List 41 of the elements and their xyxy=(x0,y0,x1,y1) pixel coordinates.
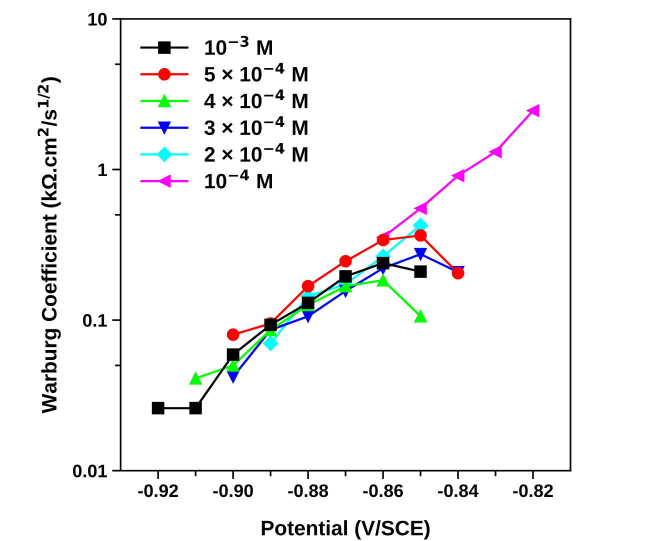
point xyxy=(189,372,202,385)
legend-label: 3 × 10$^{−4}$ M xyxy=(204,116,308,136)
x-tick-label: -0.84 xyxy=(438,484,479,498)
legend-label: 2 × 10$^{−4}$ M xyxy=(204,142,308,162)
legend-label: 5 × 10$^{−4}$ M xyxy=(204,62,308,82)
point xyxy=(376,234,390,246)
point xyxy=(302,310,314,323)
x-tick-label: -0.86 xyxy=(363,484,403,498)
point xyxy=(414,202,427,215)
legend-label: 10$^{−4}$ M xyxy=(205,170,272,188)
point xyxy=(226,348,240,361)
x-axis-title: Potential (V/SCE) xyxy=(262,520,430,540)
y-tick-label: 10 xyxy=(88,12,107,26)
x-tick-label: -0.90 xyxy=(213,484,253,498)
x-tick-label: -0.88 xyxy=(288,484,328,498)
point xyxy=(376,256,390,270)
point xyxy=(452,169,464,182)
x-tick-label: -0.92 xyxy=(138,484,178,498)
point xyxy=(339,254,352,268)
point xyxy=(302,280,314,292)
point xyxy=(189,402,202,414)
point xyxy=(414,265,427,278)
point xyxy=(263,336,278,351)
point xyxy=(226,370,240,384)
y-tick-label: 0.01 xyxy=(73,464,107,478)
legend-label: 4 × 10$^{−4}$ M xyxy=(204,90,308,108)
point xyxy=(414,310,427,323)
x-tick-label: -0.82 xyxy=(513,484,553,498)
y-axis-title: Warburg Coefficient (kΩ.cm$^{2}$/s$^{1/2}$) xyxy=(38,77,61,414)
y-tick-label: 0.1 xyxy=(83,314,107,327)
point xyxy=(152,402,164,414)
point xyxy=(226,328,240,341)
point xyxy=(489,146,502,158)
point xyxy=(414,229,427,242)
point xyxy=(376,274,390,286)
point xyxy=(414,248,427,260)
point xyxy=(339,270,352,283)
legend-label: 10$^{−3}$ M xyxy=(205,36,272,55)
point xyxy=(526,104,540,117)
point xyxy=(226,359,240,372)
y-tick-label: 1 xyxy=(98,164,107,176)
